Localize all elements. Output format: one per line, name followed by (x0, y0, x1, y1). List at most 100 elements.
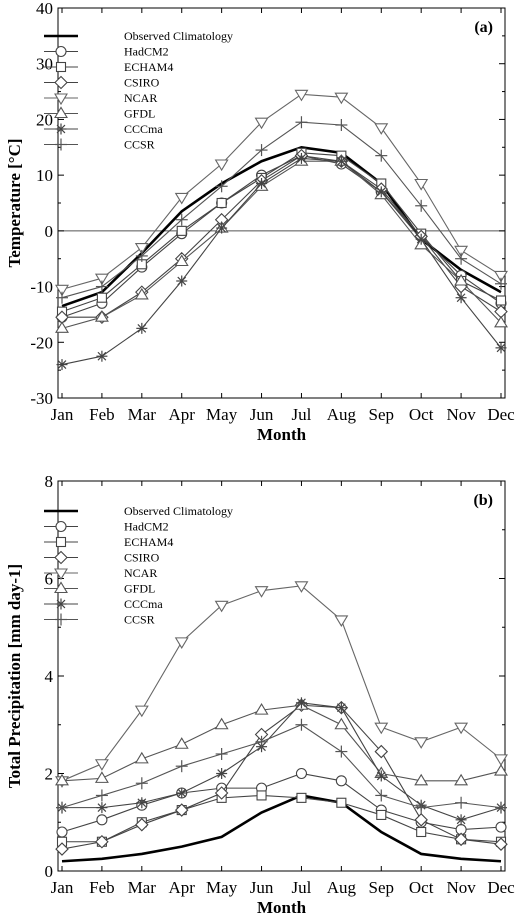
x-axis-label: Month (257, 425, 307, 444)
legend-label-gfdl: GFDL (124, 582, 155, 596)
data-point-echam4 (416, 826, 427, 838)
legend-marker-echam4 (55, 536, 67, 548)
data-point-echam4 (176, 225, 187, 236)
series-ncar (55, 581, 508, 788)
data-point-ccsr (255, 144, 268, 157)
y-tick-label: 6 (45, 570, 54, 589)
series-line-cccma (62, 702, 502, 821)
x-tick-label: Jun (250, 405, 274, 424)
data-point-cccma-stroke (177, 788, 187, 798)
data-point-cccma-stroke (336, 156, 346, 166)
data-point-gfdl (94, 310, 109, 322)
data-point-gfdl (254, 703, 269, 715)
data-point-echam4 (495, 295, 507, 306)
data-point-cccma-stroke (297, 698, 306, 708)
data-point-csiro (135, 817, 149, 832)
legend-label-hadcm2: HadCM2 (124, 520, 169, 534)
precipitation-panel: 0 2 4 6 8 Jan Feb Mar Apr May Jun Jul Aug Sep Oct Nov De… (5, 472, 515, 917)
x-axis-label: Month (257, 898, 307, 917)
y-tick-label: 10 (36, 166, 53, 185)
legend-label-echam4: ECHAM4 (124, 60, 173, 74)
data-point-gfdl (414, 773, 429, 786)
legend-marker-cccma-stroke (56, 124, 66, 134)
temperature-panel: -30 -20 -10 0 10 20 30 40 Jan Feb Mar Apr May Jun Jul A… (5, 0, 515, 444)
x-tick-label: May (206, 405, 238, 424)
data-point-gfdl (134, 751, 149, 764)
data-point-cccma-stroke (137, 798, 147, 808)
data-point-ccsr (95, 789, 108, 802)
data-point-gfdl (134, 287, 149, 300)
x-tick-label: Aug (327, 405, 357, 424)
y-tick-label: 4 (45, 667, 54, 686)
data-point-gfdl (174, 737, 189, 749)
data-point-cccma-stroke (376, 187, 386, 197)
data-point-gfdl (174, 254, 189, 267)
data-point-ccsr (335, 745, 348, 758)
x-tick-label: Feb (89, 405, 115, 424)
y-tick-label: -20 (30, 333, 53, 352)
data-point-ccsr (95, 280, 108, 293)
data-point-cccma (415, 233, 427, 245)
data-point-echam4 (96, 292, 107, 303)
series-observed-climatology (61, 794, 502, 863)
y-tick-label: 20 (36, 110, 53, 129)
legend-label-gfdl: GFDL (124, 107, 155, 121)
data-point-hadcm2 (495, 821, 507, 833)
data-point-echam4 (256, 790, 267, 801)
data-point-gfdl (494, 763, 508, 776)
data-point-ncar (55, 284, 69, 297)
x-tick-label: Aug (327, 878, 357, 897)
data-point-ncar (94, 759, 109, 771)
series-gfdl (55, 154, 508, 333)
series-line-gfdl (61, 704, 502, 782)
x-tick-label: Mar (128, 405, 157, 424)
series-line-hadcm2 (61, 155, 502, 318)
data-point-cccma (216, 222, 228, 234)
data-point-ccsr (415, 199, 428, 212)
data-point-ncar (94, 273, 109, 286)
data-point-ccsr (495, 277, 507, 290)
data-point-cccma-stroke (217, 223, 227, 233)
y-tick-label: 8 (45, 472, 54, 491)
series-line-csiro (62, 155, 502, 318)
data-point-ccsr (455, 252, 468, 265)
data-point-ccsr (135, 777, 148, 790)
data-point-ncar (454, 722, 469, 735)
data-point-ccsr (175, 213, 188, 226)
legend-label-csiro: CSIRO (124, 76, 160, 90)
data-point-ncar (494, 270, 508, 283)
data-point-gfdl (55, 321, 69, 333)
data-point-hadcm2 (96, 814, 108, 826)
data-point-gfdl (94, 771, 109, 783)
x-tick-label: Jul (292, 405, 312, 424)
data-point-ccsr (175, 760, 188, 773)
legend-label-cccma: CCCma (124, 597, 163, 611)
data-point-gfdl (214, 717, 229, 730)
data-point-gfdl (494, 315, 508, 328)
data-point-gfdl (334, 717, 349, 730)
data-point-cccma-stroke (297, 154, 306, 163)
data-point-ncar (214, 159, 229, 172)
data-point-gfdl (454, 273, 469, 286)
y-tick-label: 0 (45, 222, 54, 241)
data-point-ncar (134, 705, 149, 718)
data-point-csiro (214, 786, 229, 800)
data-point-ccsr (295, 116, 308, 129)
data-point-ncar (454, 245, 469, 258)
data-point-ccsr (255, 735, 268, 748)
data-point-gfdl (55, 773, 69, 786)
data-point-ncar (294, 581, 309, 593)
series-line-echam4 (62, 794, 502, 843)
series-line-echam4 (61, 152, 502, 313)
data-point-ccsr (455, 796, 468, 809)
data-point-ccsr (135, 249, 148, 262)
y-tick-label: 30 (36, 55, 53, 74)
data-point-ncar (254, 117, 269, 130)
legend-marker-hadcm2 (55, 520, 67, 533)
x-tick-label: Sep (369, 405, 395, 424)
x-tick-label: Oct (409, 405, 434, 424)
data-point-cccma-stroke (416, 234, 426, 244)
series-echam4 (56, 790, 507, 847)
